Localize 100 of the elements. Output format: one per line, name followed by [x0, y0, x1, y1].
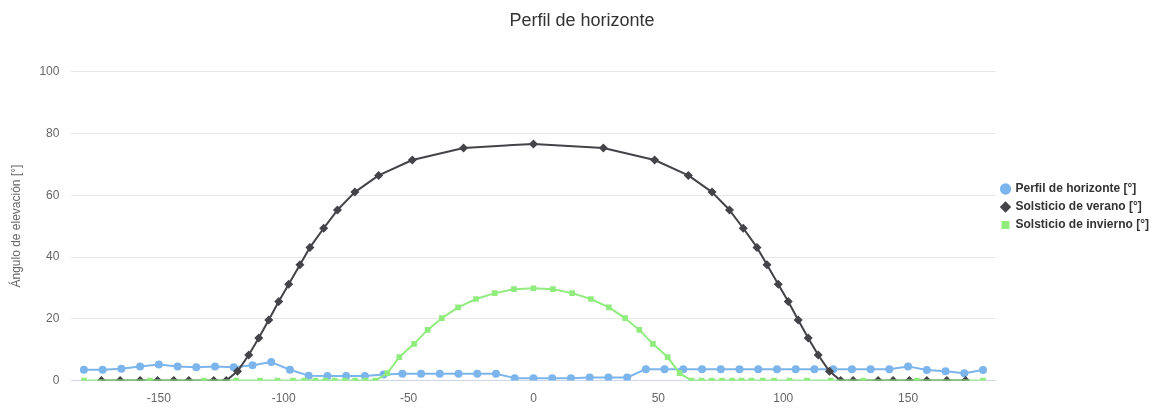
x-tick-label: 50 — [651, 391, 666, 406]
point — [528, 139, 538, 149]
point — [585, 373, 594, 381]
point — [459, 143, 469, 153]
point — [411, 341, 417, 347]
point — [650, 341, 656, 347]
point — [473, 369, 482, 378]
point — [885, 365, 894, 374]
point — [598, 143, 608, 153]
x-tick-label: 100 — [773, 391, 794, 406]
point — [454, 369, 463, 378]
point — [550, 286, 556, 292]
point — [350, 187, 360, 197]
point — [622, 315, 628, 322]
chart-title: Perfil de horizonte — [509, 9, 655, 30]
point — [374, 170, 384, 180]
point — [295, 260, 305, 270]
x-tick-label: -50 — [399, 391, 418, 406]
y-tick-label: 80 — [46, 125, 60, 140]
point — [510, 374, 519, 381]
point — [136, 362, 145, 371]
point — [305, 242, 315, 252]
point — [566, 374, 575, 381]
x-tick-label: -100 — [271, 391, 297, 406]
y-axis-title: Ángulo de elevación [°] — [7, 164, 23, 288]
x-tick-label: 0 — [530, 391, 538, 406]
point — [676, 370, 683, 377]
point — [588, 296, 594, 302]
y-tick-label: 40 — [46, 249, 60, 264]
point — [491, 290, 498, 296]
point — [725, 205, 735, 215]
point — [455, 304, 461, 311]
point — [810, 365, 819, 374]
point — [660, 365, 669, 374]
point — [211, 362, 220, 371]
y-tick-label: 20 — [46, 311, 60, 326]
legend-label: Perfil de horizonte [°] — [1015, 181, 1137, 196]
point — [783, 297, 793, 306]
legend-label: Solsticio de verano [°] — [1015, 199, 1142, 214]
point — [960, 369, 969, 378]
point — [793, 315, 803, 325]
point — [284, 279, 294, 289]
point — [623, 373, 632, 381]
point — [511, 286, 517, 292]
point — [604, 373, 613, 381]
point — [233, 366, 243, 376]
point — [529, 374, 538, 381]
x-tick-label: -150 — [146, 391, 172, 406]
point — [847, 365, 856, 374]
point — [248, 361, 257, 370]
point — [569, 290, 576, 296]
point — [274, 297, 284, 306]
point — [664, 354, 671, 360]
point — [173, 362, 182, 371]
point — [398, 369, 407, 378]
point — [267, 358, 276, 367]
point — [754, 365, 763, 374]
point — [548, 374, 557, 381]
point — [752, 242, 762, 252]
point — [866, 365, 875, 374]
point — [417, 369, 426, 378]
point — [79, 365, 88, 374]
point — [285, 365, 294, 374]
y-tick-label: 0 — [52, 372, 60, 387]
point — [922, 366, 931, 375]
point — [384, 370, 391, 377]
point — [530, 285, 537, 292]
y-tick-label: 100 — [39, 63, 60, 78]
point — [424, 327, 431, 333]
point — [319, 223, 329, 233]
point — [438, 315, 445, 322]
point — [435, 369, 444, 378]
y-tick-label: 60 — [46, 187, 60, 202]
point — [773, 279, 783, 289]
point — [304, 371, 313, 380]
point — [941, 367, 950, 376]
point — [396, 354, 403, 360]
point — [716, 365, 725, 374]
point — [650, 155, 660, 165]
point — [803, 333, 813, 343]
point — [813, 350, 823, 360]
point — [332, 205, 342, 215]
point — [762, 260, 772, 270]
point — [904, 362, 913, 371]
point — [492, 369, 501, 378]
point — [244, 350, 254, 360]
point — [98, 365, 107, 374]
point — [473, 296, 479, 302]
point — [738, 223, 748, 233]
point — [683, 170, 693, 180]
x-tick-label: 150 — [898, 391, 919, 406]
point — [735, 365, 744, 374]
point — [641, 365, 650, 374]
point — [264, 315, 274, 325]
point — [254, 333, 264, 343]
point — [707, 187, 717, 197]
point — [979, 366, 988, 375]
point — [791, 365, 800, 374]
point — [698, 365, 707, 374]
point — [772, 365, 781, 374]
